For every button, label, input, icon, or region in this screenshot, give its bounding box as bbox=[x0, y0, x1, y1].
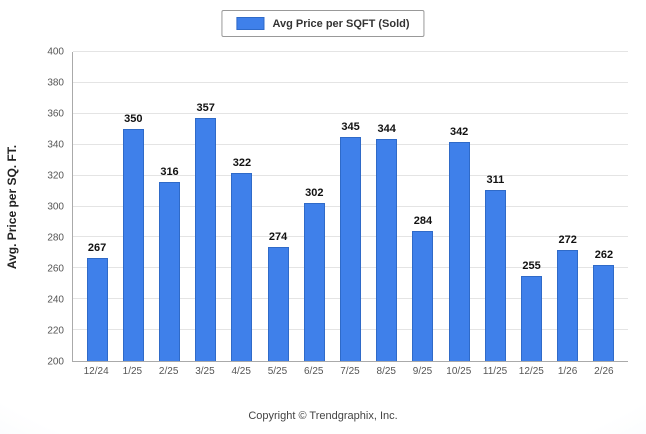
copyright-text: Copyright © Trendgraphix, Inc. bbox=[248, 410, 398, 422]
bar-slot: 272 bbox=[550, 52, 586, 361]
bar-slot: 267 bbox=[79, 52, 115, 361]
bar[interactable]: 357 bbox=[195, 102, 217, 361]
bar-slot: 350 bbox=[115, 52, 151, 361]
bar-slot: 357 bbox=[188, 52, 224, 361]
x-tick-label: 11/25 bbox=[482, 366, 508, 377]
bar-value-label: 350 bbox=[124, 113, 143, 126]
x-tick-label: 2/25 bbox=[158, 366, 179, 377]
x-tick-label: 8/25 bbox=[376, 366, 396, 377]
bar[interactable]: 344 bbox=[376, 123, 398, 361]
x-axis-ticks: 12/24 1/25 2/25 3/25 4/25 5/25 6/25 7/25 8/25 9/2… bbox=[72, 366, 628, 382]
bar-value-label: 284 bbox=[413, 215, 433, 228]
bars-container: 267 350 316 357 322 274 302 345 344 284 342 311 255 2… bbox=[73, 52, 628, 361]
y-tick-label: 320 bbox=[47, 170, 64, 182]
x-tick-label: 12/24 bbox=[83, 366, 109, 377]
x-tick-label: 7/25 bbox=[340, 366, 360, 377]
bar-slot: 345 bbox=[332, 52, 368, 361]
bar-value-label: 316 bbox=[160, 165, 179, 178]
bar-value-label: 274 bbox=[268, 230, 288, 243]
bar-value-label: 262 bbox=[594, 249, 614, 262]
x-tick-label: 6/25 bbox=[303, 366, 324, 377]
y-axis-ticks: 200 220 240 260 280 300 320 340 360 380 400 bbox=[28, 47, 72, 368]
gridline bbox=[73, 81, 628, 83]
bar-value-label: 272 bbox=[558, 233, 577, 246]
bar-value-label: 357 bbox=[196, 102, 215, 115]
bar-value-label: 322 bbox=[232, 156, 252, 169]
plot-area: 267 350 316 357 322 274 302 345 344 284 342 311 255 2… bbox=[72, 51, 628, 362]
bar[interactable]: 350 bbox=[122, 113, 144, 361]
bar-slot: 255 bbox=[513, 52, 549, 361]
bar-value-label: 255 bbox=[522, 260, 541, 273]
x-tick-label: 1/25 bbox=[122, 366, 143, 377]
bar-value-label: 311 bbox=[486, 173, 505, 186]
bar[interactable]: 255 bbox=[521, 260, 543, 361]
bar-value-label: 345 bbox=[341, 120, 360, 133]
bar[interactable]: 342 bbox=[448, 126, 470, 361]
bar[interactable]: 274 bbox=[267, 231, 289, 361]
bar[interactable]: 345 bbox=[340, 121, 362, 361]
bar-slot: 284 bbox=[405, 52, 441, 361]
x-tick-label: 12/25 bbox=[518, 366, 544, 377]
bar[interactable]: 267 bbox=[86, 242, 108, 361]
bar[interactable]: 311 bbox=[484, 174, 506, 361]
y-tick-label: 220 bbox=[47, 325, 64, 337]
y-tick-label: 380 bbox=[47, 77, 64, 89]
legend: Avg Price per SQFT (Sold) bbox=[221, 10, 425, 37]
x-tick-label: 1/26 bbox=[557, 366, 578, 377]
bar-slot: 302 bbox=[296, 52, 332, 361]
bar-value-label: 302 bbox=[305, 187, 324, 200]
y-tick-label: 200 bbox=[47, 356, 64, 368]
x-tick-label: 3/25 bbox=[195, 366, 215, 377]
y-axis-title: Avg. Price per SQ. FT. bbox=[5, 144, 20, 270]
y-tick-label: 280 bbox=[47, 232, 64, 244]
bar-value-label: 342 bbox=[449, 125, 469, 138]
bar[interactable]: 316 bbox=[159, 166, 180, 361]
bar-slot: 274 bbox=[260, 52, 296, 361]
bar[interactable]: 302 bbox=[303, 187, 325, 361]
bar-value-label: 267 bbox=[87, 241, 107, 254]
legend-swatch-icon bbox=[236, 17, 265, 30]
y-tick-label: 360 bbox=[47, 108, 64, 120]
legend-label: Avg Price per SQFT (Sold) bbox=[272, 17, 410, 30]
y-tick-label: 340 bbox=[47, 139, 64, 151]
y-axis-title-container: Avg. Price per SQ. FT. bbox=[4, 52, 20, 362]
y-tick-label: 240 bbox=[47, 294, 64, 306]
bar-slot: 344 bbox=[369, 52, 405, 361]
x-tick-label: 9/25 bbox=[412, 366, 433, 377]
gridline bbox=[73, 51, 628, 52]
bar[interactable]: 272 bbox=[557, 234, 579, 361]
bar-slot: 262 bbox=[586, 52, 622, 361]
bar-chart: 200 220 240 260 280 300 320 340 360 380 400 267 350… bbox=[28, 47, 628, 382]
y-tick-label: 400 bbox=[47, 46, 64, 58]
x-tick-label: 2/26 bbox=[594, 366, 614, 377]
y-tick-label: 260 bbox=[47, 263, 64, 275]
bar-slot: 311 bbox=[477, 52, 513, 361]
bar-slot: 322 bbox=[224, 52, 260, 361]
bar-value-label: 344 bbox=[377, 122, 396, 135]
x-tick-label: 5/25 bbox=[267, 366, 288, 377]
y-tick-label: 300 bbox=[47, 201, 64, 213]
x-tick-label: 10/25 bbox=[446, 366, 472, 377]
bar-slot: 342 bbox=[441, 52, 477, 361]
gridline bbox=[73, 112, 628, 114]
bar-slot: 316 bbox=[151, 52, 187, 361]
x-tick-label: 4/25 bbox=[231, 366, 251, 377]
bar[interactable]: 284 bbox=[412, 215, 434, 361]
bar[interactable]: 322 bbox=[231, 157, 253, 361]
bar[interactable]: 262 bbox=[593, 249, 615, 361]
